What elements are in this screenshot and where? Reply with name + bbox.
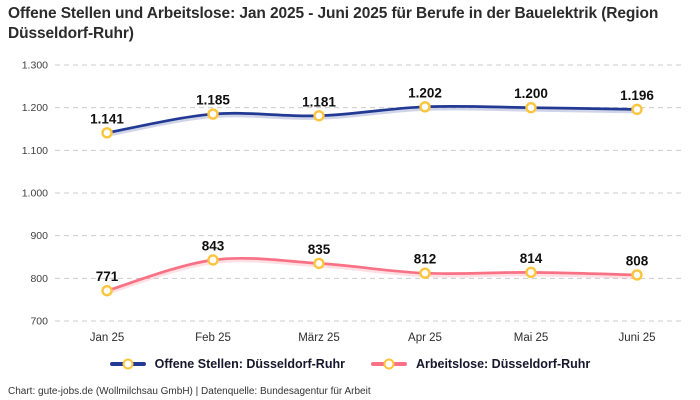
data-label: 1.202 xyxy=(408,85,442,100)
series-line-shadow xyxy=(106,259,638,295)
data-label: 1.185 xyxy=(196,93,230,108)
data-label: 835 xyxy=(308,242,331,257)
data-point xyxy=(631,103,643,116)
data-label: 771 xyxy=(96,269,119,284)
data-label: 843 xyxy=(202,238,225,253)
legend-ring-icon xyxy=(383,358,395,370)
x-tick-label: Feb 25 xyxy=(195,332,231,344)
y-tick-label: 700 xyxy=(30,316,48,328)
legend: Offene Stellen: Düsseldorf-Ruhr Arbeitslo… xyxy=(0,352,700,376)
legend-ring-icon xyxy=(122,358,134,370)
x-tick-label: März 25 xyxy=(298,332,340,344)
legend-label: Arbeitslose: Düsseldorf-Ruhr xyxy=(415,357,591,371)
data-label: 814 xyxy=(520,251,543,266)
x-tick-label: Juni 25 xyxy=(618,332,655,344)
data-label: 808 xyxy=(626,253,649,268)
data-point xyxy=(525,266,537,279)
data-point xyxy=(207,254,219,266)
legend-marker-icon xyxy=(109,358,146,370)
data-point xyxy=(419,101,431,113)
series-line xyxy=(105,256,639,293)
x-tick-label: Jan 25 xyxy=(90,332,125,344)
data-label: 812 xyxy=(414,252,437,267)
y-tick-label: 900 xyxy=(30,230,48,242)
legend-item[interactable]: Arbeitslose: Düsseldorf-Ruhr xyxy=(370,357,591,371)
data-point xyxy=(313,257,325,270)
chart-title: Offene Stellen und Arbeitslose: Jan 2025… xyxy=(8,5,659,42)
x-tick-label: Mai 25 xyxy=(514,332,549,344)
series-line xyxy=(105,104,639,135)
data-label: 1.200 xyxy=(514,86,548,101)
y-tick-label: 800 xyxy=(30,273,48,285)
data-point xyxy=(525,101,537,114)
data-label: 1.181 xyxy=(302,94,336,109)
legend-label: Offene Stellen: Düsseldorf-Ruhr xyxy=(154,357,345,371)
x-tick-label: Apr 25 xyxy=(408,332,442,344)
legend-item[interactable]: Offene Stellen: Düsseldorf-Ruhr xyxy=(109,357,345,371)
data-point xyxy=(313,110,325,122)
data-point xyxy=(101,285,113,297)
y-tick-label: 1.300 xyxy=(22,60,48,72)
y-tick-label: 1.100 xyxy=(22,145,48,157)
data-point xyxy=(101,127,113,139)
data-label: 1.196 xyxy=(620,88,654,103)
data-label: 1.141 xyxy=(90,111,124,126)
line-chart-canvas: 700 800 900 1.000 1.100 1.200 1.300 Jan 25 Feb 2… xyxy=(22,60,685,344)
chart-footer: Chart: gute-jobs.de (Wollmilchsau GmbH) … xyxy=(8,386,371,397)
series-line-shadow xyxy=(106,107,638,137)
legend-marker-icon xyxy=(370,358,407,370)
y-tick-label: 1.200 xyxy=(22,102,48,114)
data-point xyxy=(631,269,643,281)
y-tick-label: 1.000 xyxy=(22,188,48,200)
data-point xyxy=(207,108,219,120)
data-point xyxy=(419,267,431,279)
